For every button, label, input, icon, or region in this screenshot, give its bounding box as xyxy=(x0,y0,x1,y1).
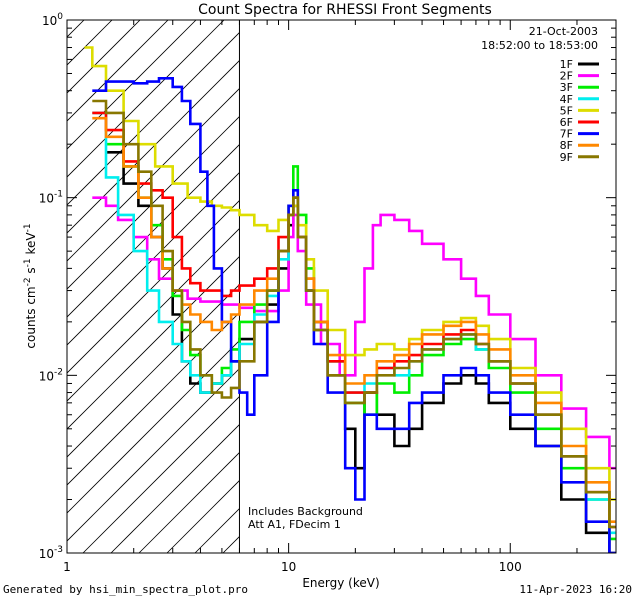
date-label: 21-Oct-2003 xyxy=(529,25,598,38)
x-tick-label: 100 xyxy=(499,560,522,574)
hatch-line xyxy=(67,20,85,38)
hatch-line xyxy=(67,20,141,94)
hatch-line xyxy=(67,115,240,290)
series-layer xyxy=(84,46,616,553)
y-tick-label: 10-2 xyxy=(39,367,63,383)
hatch-line xyxy=(67,20,169,122)
annotation-background: Includes Background xyxy=(248,505,363,518)
axis-ticks: 1 10 100 100 10-1 10-2 10-3 xyxy=(39,12,617,574)
y-tick-label: 10-1 xyxy=(39,190,63,206)
hatch-line xyxy=(67,339,240,514)
series-8f-line xyxy=(92,116,616,523)
hatch-line xyxy=(251,0,640,553)
legend-label-6f: 6F xyxy=(560,116,573,129)
hatch-line xyxy=(335,0,640,553)
hatch-line xyxy=(194,507,240,553)
hatch-line xyxy=(67,87,240,262)
hatch-line xyxy=(67,143,240,318)
hatch-line xyxy=(363,0,640,553)
footer-timestamp: 11-Apr-2023 16:20 xyxy=(519,583,632,596)
hatch-line xyxy=(222,535,240,553)
series-4f-line xyxy=(92,111,616,535)
legend-label-4f: 4F xyxy=(560,93,573,106)
y-tick-label: 100 xyxy=(42,12,63,28)
series-7f-line xyxy=(92,77,616,553)
legend-label-9f: 9F xyxy=(560,151,573,164)
hatch-line xyxy=(67,283,240,458)
annotation-attenuator: Att A1, FDecim 1 xyxy=(248,518,341,531)
hatch-line xyxy=(67,31,240,206)
legend-label-1f: 1F xyxy=(560,58,573,71)
hatch-line xyxy=(67,171,240,346)
hatch-line xyxy=(67,311,240,486)
legend-label-7f: 7F xyxy=(560,128,573,141)
hatch-line xyxy=(0,0,95,553)
y-tick-label: 10-3 xyxy=(39,545,63,561)
series-9f-line xyxy=(92,99,616,529)
footer-generated-by: Generated by hsi_min_spectra_plot.pro xyxy=(3,583,249,596)
hatched-region xyxy=(0,0,640,553)
time-range-label: 18:52:00 to 18:53:00 xyxy=(481,39,598,52)
hatch-line xyxy=(110,423,240,553)
hatch-line xyxy=(67,20,197,150)
legend-label-3f: 3F xyxy=(560,81,573,94)
legend-label-2f: 2F xyxy=(560,70,573,83)
x-axis-label: Energy (keV) xyxy=(302,576,379,590)
legend-label-5f: 5F xyxy=(560,104,573,117)
hatch-line xyxy=(67,20,225,178)
hatch-line xyxy=(307,0,640,553)
hatch-line xyxy=(67,199,240,374)
chart-title: Count Spectra for RHESSI Front Segments xyxy=(198,2,492,18)
hatch-line xyxy=(82,395,240,553)
x-tick-label: 10 xyxy=(281,560,296,574)
plot-frame xyxy=(66,19,617,554)
hatch-line xyxy=(67,20,113,66)
y-axis-label: counts cm-2 s-1 keV-1 xyxy=(23,223,38,348)
legend-label-8f: 8F xyxy=(560,139,573,152)
hatch-line xyxy=(67,367,240,542)
x-tick-label: 1 xyxy=(63,560,71,574)
